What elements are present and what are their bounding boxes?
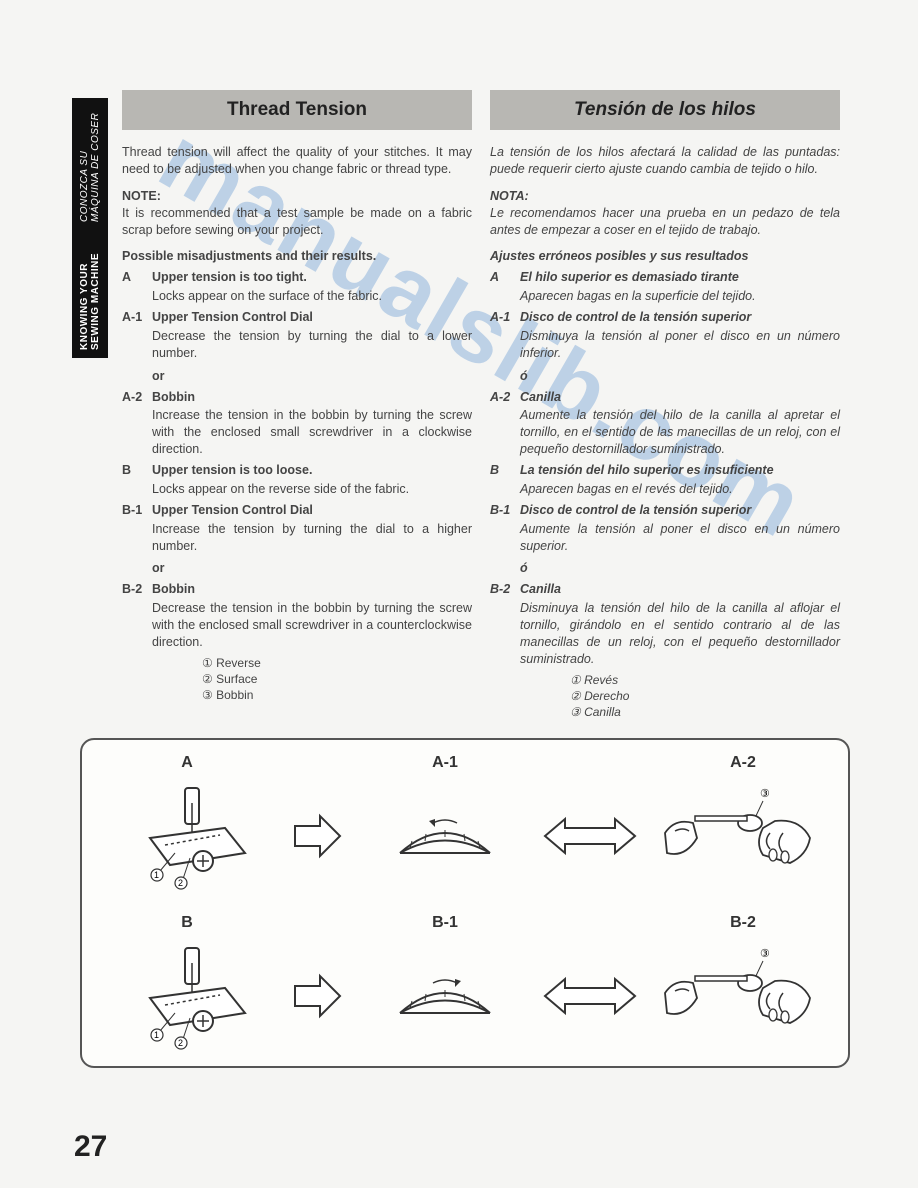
page-content: Thread Tension Thread tension will affec… <box>70 90 860 1068</box>
label-a2: A-2 <box>122 389 152 406</box>
svg-text:1: 1 <box>154 870 159 880</box>
text-a1-es: Disminuya la tensión al poner el disco e… <box>520 328 840 362</box>
note-en: It is recommended that a test sample be … <box>122 205 472 239</box>
text-a-es: Aparecen bagas en la superficie del teji… <box>520 288 840 305</box>
intro-es: La tensión de los hilos afectará la cali… <box>490 144 840 178</box>
label-b-es: B <box>490 462 520 479</box>
fabric-a-icon: 1 2 <box>100 783 290 893</box>
item-a-es: A El hilo superior es demasiado tirante <box>490 269 840 286</box>
intro-en: Thread tension will affect the quality o… <box>122 144 472 178</box>
label-a2-es: A-2 <box>490 389 520 406</box>
heading-en: Thread Tension <box>122 90 472 130</box>
item-a2-es: A-2 Canilla <box>490 389 840 406</box>
hand-b2-icon: ③ <box>640 943 830 1053</box>
text-b2-es: Disminuya la tensión del hilo de la cani… <box>520 600 840 668</box>
svg-text:③: ③ <box>760 948 770 960</box>
dial-a1-icon <box>350 803 540 873</box>
item-a1-es: A-1 Disco de control de la tensión super… <box>490 309 840 326</box>
legend3-es: ③ Canilla <box>570 704 840 720</box>
text-b2: Decrease the tension in the bobbin by tu… <box>152 600 472 651</box>
legend3-en: ③ Bobbin <box>202 687 472 703</box>
title-b2-es: Canilla <box>520 582 561 596</box>
label-a1: A-1 <box>122 309 152 326</box>
label-b1-es: B-1 <box>490 502 520 519</box>
text-b: Locks appear on the reverse side of the … <box>152 481 472 498</box>
circ3-label: ③ <box>760 788 770 800</box>
note-heading-en: NOTE: <box>122 188 472 205</box>
legend2-en: ② Surface <box>202 671 472 687</box>
column-spanish: Tensión de los hilos La tensión de los h… <box>490 90 840 720</box>
text-a1: Decrease the tension by turning the dial… <box>152 328 472 362</box>
dial-b1-icon <box>350 963 540 1033</box>
item-a2-en: A-2 Bobbin <box>122 389 472 406</box>
arrow-right-icon-2 <box>290 971 350 1026</box>
double-arrow-icon <box>540 811 640 866</box>
text-b1: Increase the tension by turning the dial… <box>152 521 472 555</box>
label-a: A <box>122 269 152 286</box>
possible-heading-es: Ajustes erróneos posibles y sus resultad… <box>490 248 840 265</box>
title-a: Upper tension is too tight. <box>152 270 307 284</box>
note-es: Le recomendamos hacer una prueba en un p… <box>490 205 840 239</box>
column-english: Thread Tension Thread tension will affec… <box>122 90 472 720</box>
double-arrow-icon-2 <box>540 971 640 1026</box>
fabric-b-icon: 1 2 <box>100 943 290 1053</box>
title-a1-es: Disco de control de la tensión superior <box>520 310 751 324</box>
legend-en: ① Reverse ② Surface ③ Bobbin <box>202 655 472 704</box>
svg-text:2: 2 <box>178 1038 183 1048</box>
or-1-es: ó <box>520 368 840 385</box>
item-a1-en: A-1 Upper Tension Control Dial <box>122 309 472 326</box>
text-a: Locks appear on the surface of the fabri… <box>152 288 472 305</box>
title-b1: Upper Tension Control Dial <box>152 503 313 517</box>
text-b1-es: Aumente la tensión al poner el disco en … <box>520 521 840 555</box>
title-a-es: El hilo superior es demasiado tirante <box>520 270 739 284</box>
title-b-es: La tensión del hilo superior es insufici… <box>520 463 774 477</box>
label-b2-es: B-2 <box>490 581 520 598</box>
title-a2: Bobbin <box>152 390 195 404</box>
title-a1: Upper Tension Control Dial <box>152 310 313 324</box>
item-a-en: A Upper tension is too tight. <box>122 269 472 286</box>
label-a1-es: A-1 <box>490 309 520 326</box>
title-b2: Bobbin <box>152 582 195 596</box>
item-b-en: B Upper tension is too loose. <box>122 462 472 479</box>
dlabel-a: A <box>112 754 262 772</box>
svg-text:2: 2 <box>178 878 183 888</box>
dlabel-b: B <box>112 914 262 932</box>
legend1-en: ① Reverse <box>202 655 472 671</box>
dlabel-a1: A-1 <box>370 754 520 772</box>
label-a-es: A <box>490 269 520 286</box>
or-2-es: ó <box>520 560 840 577</box>
or-2-en: or <box>152 560 472 577</box>
text-a2-es: Aumente la tensión del hilo de la canill… <box>520 407 840 458</box>
dlabel-b2: B-2 <box>668 914 818 932</box>
note-heading-es: NOTA: <box>490 188 840 205</box>
heading-es: Tensión de los hilos <box>490 90 840 130</box>
or-1-en: or <box>152 368 472 385</box>
item-b-es: B La tensión del hilo superior es insufi… <box>490 462 840 479</box>
diagram-panel: A A-1 A-2 1 2 <box>80 738 850 1068</box>
legend-es: ① Revés ② Derecho ③ Canilla <box>570 672 840 721</box>
text-a2: Increase the tension in the bobbin by tu… <box>152 407 472 458</box>
text-b-es: Aparecen bagas en el revés del tejido. <box>520 481 840 498</box>
title-b: Upper tension is too loose. <box>152 463 312 477</box>
hand-a2-icon: ③ <box>640 783 830 893</box>
item-b1-en: B-1 Upper Tension Control Dial <box>122 502 472 519</box>
item-b2-es: B-2 Canilla <box>490 581 840 598</box>
possible-heading-en: Possible misadjustments and their result… <box>122 248 472 265</box>
label-b1: B-1 <box>122 502 152 519</box>
item-b2-en: B-2 Bobbin <box>122 581 472 598</box>
item-b1-es: B-1 Disco de control de la tensión super… <box>490 502 840 519</box>
svg-text:1: 1 <box>154 1030 159 1040</box>
label-b: B <box>122 462 152 479</box>
arrow-right-icon <box>290 811 350 866</box>
legend2-es: ② Derecho <box>570 688 840 704</box>
dlabel-b1: B-1 <box>370 914 520 932</box>
page-number: 27 <box>74 1130 107 1164</box>
legend1-es: ① Revés <box>570 672 840 688</box>
title-a2-es: Canilla <box>520 390 561 404</box>
label-b2: B-2 <box>122 581 152 598</box>
title-b1-es: Disco de control de la tensión superior <box>520 503 751 517</box>
dlabel-a2: A-2 <box>668 754 818 772</box>
